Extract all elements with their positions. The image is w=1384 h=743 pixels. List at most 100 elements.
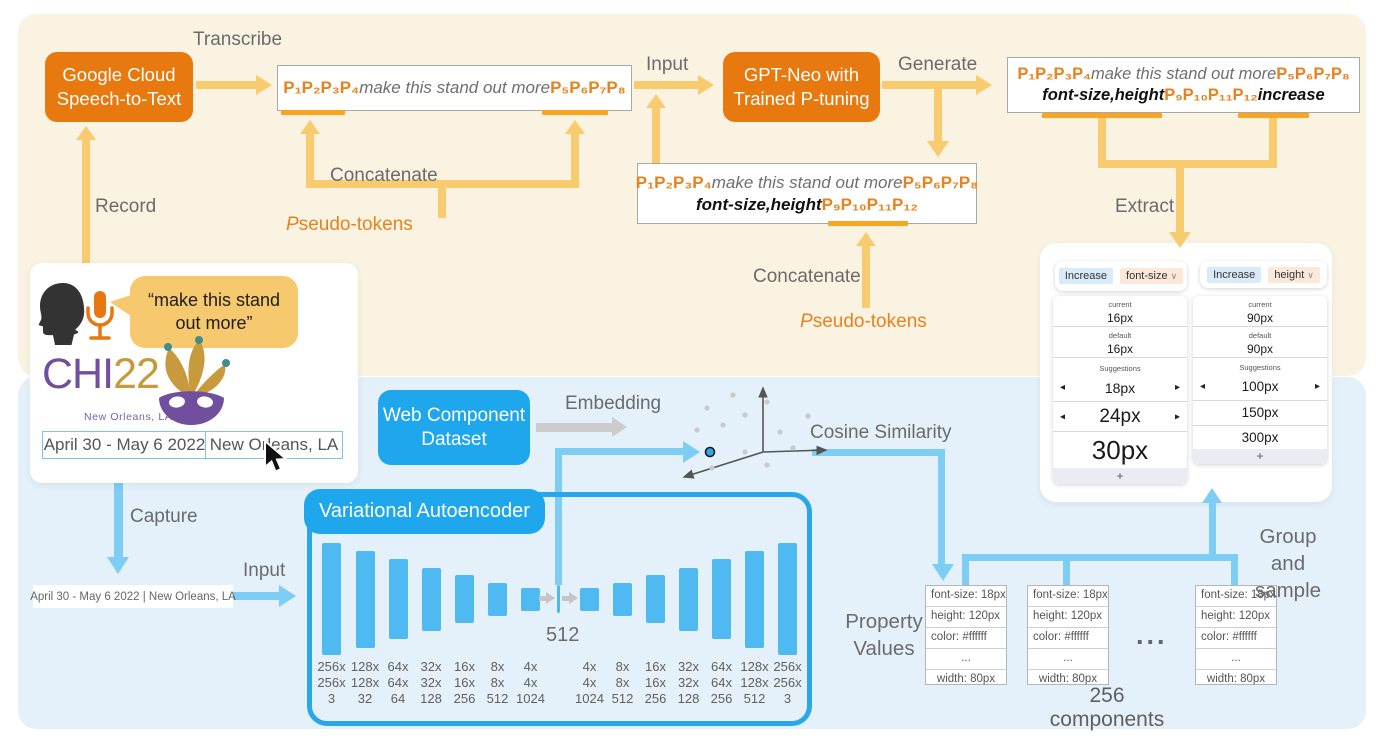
vae-layer-bar [712,559,731,639]
suggestion-row-3[interactable]: 300px [1241,430,1279,445]
prev-arrow-icon[interactable]: ◂ [1200,381,1206,392]
ellipsis-components: ... [1136,620,1168,650]
group-sample-label: Group and sample [1254,525,1322,602]
vae-layer-size-label: 128x 128x 32 [350,659,380,706]
prev-arrow-icon[interactable]: ◂ [1060,411,1066,422]
mardi-gras-mask-icon [159,336,230,425]
vae-layer-size-label: 4x 4x 1024 [575,659,604,706]
property-dropdown[interactable]: height ∨ [1268,266,1320,283]
add-suggestion-button[interactable]: + [1193,449,1327,464]
property-row: height: 120px [926,607,1006,628]
generate-down-arrow [934,89,942,141]
extract-bracket [1098,160,1277,168]
property-values-label: Property Values [845,610,923,660]
ui-card2-header: Increase height ∨ [1200,261,1327,288]
prev-arrow-icon[interactable]: ◂ [1060,382,1066,393]
google-speech-box: Google Cloud Speech-to-Text [45,52,193,122]
cosine-line-h [812,449,945,456]
vae-layer-size-label: 8x 8x 512 [486,659,509,706]
next-arrow-icon[interactable]: ▸ [1314,381,1320,392]
transcribe-arrow [196,81,256,89]
cursor-icon [264,440,289,473]
prefix-underline [281,110,345,115]
suggestion-row-2[interactable]: ◂ 24px ▸ [1053,402,1187,432]
cosine-arrowhead-icon [932,564,954,581]
ui-card2-body: current 90px default 90px Suggestions ◂ … [1193,296,1327,464]
suggestions-label-row: Suggestions [1239,363,1281,372]
action-text: increase [1257,86,1325,104]
utterance-text: make this stand out more [1091,65,1277,83]
concat1-left-arrowhead-icon [300,120,320,134]
property-row: font-size: 18px [926,586,1006,607]
vae-input-arrowhead-icon [279,585,296,607]
next-arrow-icon[interactable]: ▸ [1174,411,1180,422]
generate-arrowhead-icon [976,75,992,95]
card2-stub [1063,554,1070,585]
suggestion-row-3[interactable]: 30px [1091,435,1149,465]
suffix-underline [542,110,608,115]
utterance-text: make this stand out more [359,78,551,97]
chevron-down-icon: ∨ [1307,269,1314,280]
next-arrow-icon[interactable]: ▸ [1174,382,1180,393]
vae-input-arrow [231,592,279,600]
property-dropdown[interactable]: font-size ∨ [1120,268,1184,284]
vae-layer-bar [388,559,408,639]
pseudo-tokens1-label: Pseudo-tokens [286,214,413,235]
property-value-card: font-size: 18px height: 120px color: #ffff… [1195,585,1277,685]
vae-layer-bar [355,550,375,648]
latent-arrow-right [562,596,569,601]
concatenate2-label: Concatenate [753,266,861,287]
chi22-logo-subtitle: New Orleans, LA [84,411,173,423]
suggestion-row-1[interactable]: ◂ 100px ▸ [1193,374,1327,401]
transcribe-arrowhead-icon [256,75,272,95]
concat2-arrow [862,245,870,308]
cosine-similarity-label: Cosine Similarity [810,422,952,443]
add-suggestion-button[interactable]: + [1053,468,1187,484]
model-output-box: P₁P₂P₃P₄make this stand out moreP₅P₆P₇P₈… [1007,57,1360,113]
suffix-tokens: P₅P₆P₇P₈ [1276,65,1350,83]
prefix-tokens: P₁P₂P₃P₄ [283,78,360,97]
current-row: current 90px [1193,296,1327,327]
vae-layer-size-label: 32x 32x 128 [420,659,442,706]
record-label: Record [95,196,157,217]
card1-stub [962,554,969,585]
properties-underline [1042,113,1162,118]
property-row: color: #ffffff [1196,628,1276,649]
suffix-tokens: P₅P₆P₇P₈ [902,172,979,192]
embedding-label: Embedding [565,393,662,414]
embedding-arrow-blue [555,448,683,455]
property-value-card: font-size: 18px height: 120px color: #ffff… [1027,585,1109,685]
capture-arrowhead-icon [107,557,129,574]
property-row: width: 80px [1206,673,1266,685]
selected-location-element[interactable]: New Orleans, LA [205,431,343,459]
transcribed-text-box: P₁P₂P₃P₄make this stand out moreP₅P₆P₇P₈ [277,65,632,111]
prefix-tokens: P₁P₂P₃P₄ [635,172,712,192]
vae-layer-size-label: 16x 16x 256 [453,659,476,706]
vae-layer-bar [580,587,599,611]
vae-layer-size-label: 128x 128x 512 [740,659,769,706]
suffix-tokens: P₅P₆P₇P₈ [550,78,626,97]
suggestion-row-2[interactable]: 150px [1193,401,1327,426]
prefix-tokens: P₁P₂P₃P₄ [1017,65,1091,83]
vae-layer-bar [778,543,797,655]
suggestion-row-1[interactable]: ◂ 18px ▸ [1053,375,1187,402]
current-row: current 16px [1053,296,1187,327]
vae-layer-bar [521,587,540,611]
extract-arrowhead-icon [1169,232,1191,248]
property-row: font-size: 18px [1196,586,1276,607]
record-arrowhead-icon [76,126,96,140]
vae-layer-bar [745,550,764,648]
latent-to-embedding-line [555,448,562,585]
cosine-line-v [938,449,945,564]
latent-size-label: 512 [546,624,580,646]
property-row: height: 120px [1028,607,1108,628]
selected-date-element[interactable]: April 30 - May 6 2022 [42,431,207,459]
generate-down-arrowhead-icon [927,141,949,157]
extract-label: Extract [1115,196,1175,217]
extract-stem [1176,168,1184,233]
properties-text: font-size,height [1042,86,1165,104]
extract-right-shaft [1269,117,1277,167]
input-label-top: Input [646,54,689,75]
vae-layer-size-label: 32x 32x 128 [677,659,700,706]
generate-label: Generate [898,54,978,75]
